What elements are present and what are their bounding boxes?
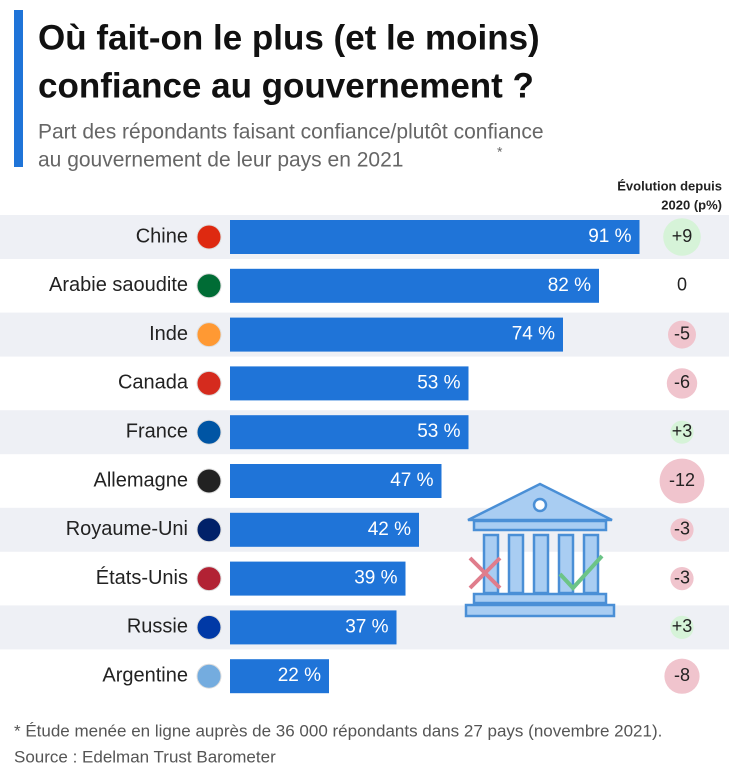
change-bubble bbox=[664, 658, 700, 694]
change-label: -12 bbox=[669, 470, 695, 490]
change-bubble bbox=[668, 320, 696, 349]
change-bubble bbox=[666, 368, 698, 399]
change-bubble bbox=[663, 218, 701, 256]
bar bbox=[230, 317, 563, 352]
bar bbox=[230, 464, 442, 498]
bar bbox=[230, 366, 469, 401]
value-label: 22 % bbox=[278, 665, 321, 686]
change-label: +9 bbox=[672, 226, 693, 246]
accent-bar bbox=[14, 10, 23, 167]
change-bubble bbox=[670, 420, 694, 444]
flag bbox=[196, 322, 222, 348]
category-label: Arabie saoudite bbox=[49, 274, 188, 296]
bar bbox=[230, 561, 406, 596]
footnote: * Étude menée en ligne auprès de 36 000 … bbox=[14, 721, 662, 740]
category-label: Royaume-Uni bbox=[66, 518, 188, 540]
chart-title: Où fait-on le plus (et le moins) bbox=[38, 18, 540, 57]
value-label: 91 % bbox=[588, 226, 631, 247]
flag bbox=[196, 663, 222, 689]
bar bbox=[230, 512, 419, 547]
value-label: 53 % bbox=[417, 421, 460, 442]
category-label: France bbox=[126, 420, 188, 442]
value-label: 39 % bbox=[354, 568, 397, 589]
bar bbox=[230, 659, 329, 694]
value-label: 47 % bbox=[390, 470, 433, 491]
category-label: Argentine bbox=[102, 664, 188, 686]
change-label: -3 bbox=[674, 519, 690, 539]
flag bbox=[196, 370, 222, 396]
change-header: 2020 (p%) bbox=[661, 197, 722, 212]
subtitle: Part des répondants faisant confiance/pl… bbox=[38, 121, 544, 144]
source: Source : Edelman Trust Barometer bbox=[14, 747, 276, 766]
value-label: 74 % bbox=[512, 324, 555, 345]
category-label: Chine bbox=[136, 225, 188, 247]
flag bbox=[196, 517, 222, 543]
value-label: 53 % bbox=[417, 372, 460, 393]
bar bbox=[230, 610, 397, 645]
flag bbox=[196, 566, 222, 592]
flag bbox=[196, 273, 222, 299]
category-label: Russie bbox=[127, 616, 188, 638]
change-label: -5 bbox=[674, 323, 690, 343]
category-label: Canada bbox=[118, 372, 189, 394]
value-label: 82 % bbox=[548, 275, 591, 296]
change-label: -8 bbox=[674, 665, 690, 685]
flag bbox=[196, 614, 222, 640]
bar bbox=[230, 415, 469, 450]
chart-title: confiance au gouvernement ? bbox=[38, 66, 534, 105]
change-bubble bbox=[670, 518, 694, 542]
flag bbox=[196, 468, 222, 494]
rows: Chine 91 % +9 Arabie saoudite 82 % 0 Inde 74 % -… bbox=[0, 215, 729, 694]
flag bbox=[196, 419, 222, 445]
change-label: 0 bbox=[677, 275, 687, 295]
bar bbox=[230, 220, 640, 254]
subtitle-note: * bbox=[497, 144, 503, 160]
change-label: -3 bbox=[674, 567, 690, 587]
subtitle: au gouvernement de leur pays en 2021 bbox=[38, 149, 403, 172]
category-label: États-Unis bbox=[96, 566, 188, 589]
category-label: Inde bbox=[149, 323, 188, 345]
category-label: Allemagne bbox=[93, 469, 188, 491]
value-label: 37 % bbox=[345, 616, 388, 637]
change-header: Évolution depuis bbox=[617, 178, 722, 193]
value-label: 42 % bbox=[368, 519, 411, 540]
change-label: +3 bbox=[672, 616, 693, 636]
bar bbox=[230, 268, 599, 303]
flag bbox=[196, 224, 222, 250]
change-bubble bbox=[670, 567, 694, 591]
change-bubble bbox=[659, 458, 705, 504]
change-label: +3 bbox=[672, 421, 693, 441]
change-bubble bbox=[670, 615, 694, 640]
change-label: -6 bbox=[674, 372, 690, 392]
building-icon bbox=[464, 482, 616, 618]
